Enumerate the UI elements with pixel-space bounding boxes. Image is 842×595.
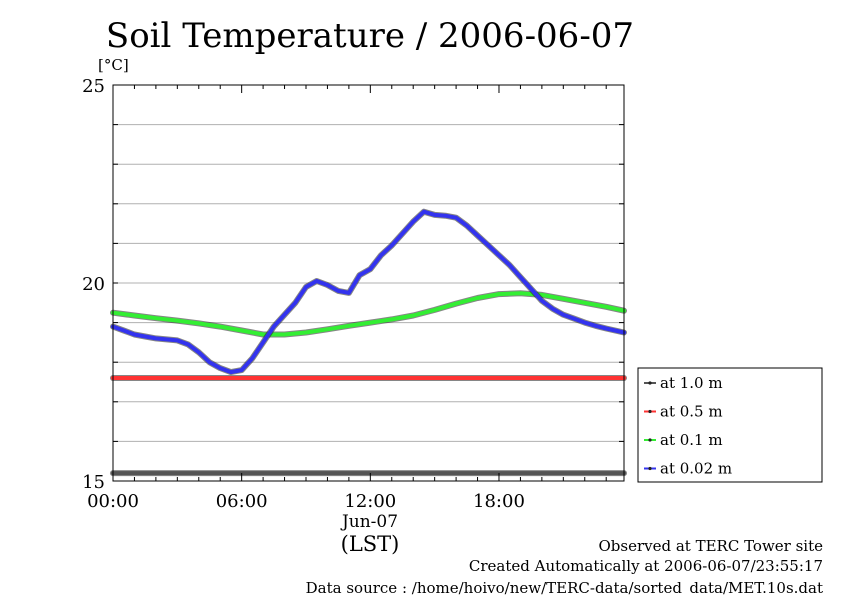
legend-box (637, 367, 823, 483)
series-lines (110, 208, 627, 477)
x-axis-label: (LST) (341, 532, 400, 556)
y-tick-label: 25 (82, 76, 105, 97)
y-axis-unit-label: [°C] (98, 56, 129, 74)
x-axis: 00:00 06:00 12:00 18:00 (87, 85, 607, 512)
grid-lines (113, 124, 624, 442)
legend-label: at 0.5 m (660, 403, 723, 421)
series-line (111, 209, 626, 375)
legend-label: at 1.0 m (660, 374, 723, 392)
created-note: Created Automatically at 2006-06-07/23:5… (469, 557, 823, 575)
data-source-note: Data source : /home/hoivo/new/TERC-data/… (306, 579, 823, 595)
y-axis: 15 20 25 (82, 76, 624, 493)
legend-marker (648, 466, 652, 471)
x-axis-date-label: Jun-07 (340, 512, 398, 532)
y-tick-label: 20 (82, 274, 105, 295)
series-line-shadow (110, 290, 627, 338)
legend-marker (648, 381, 652, 385)
legend-marker (648, 409, 652, 414)
legend-label: at 0.1 m (660, 431, 723, 449)
legend-marker (648, 438, 652, 442)
legend-label: at 0.02 m (660, 460, 732, 478)
x-tick-label: 12:00 (344, 491, 396, 512)
series-line-shadow (110, 208, 627, 376)
chart-title: Soil Temperature / 2006-06-07 (106, 16, 634, 56)
x-tick-label: 06:00 (216, 491, 268, 512)
y-tick-label: 15 (82, 472, 105, 493)
x-tick-label: 00:00 (87, 491, 139, 512)
legend: at 1.0 m at 0.5 m at 0.1 m at 0.02 m (637, 367, 823, 483)
series-line (111, 291, 626, 337)
x-tick-label: 18:00 (473, 491, 525, 512)
observed-note: Observed at TERC Tower site (598, 537, 823, 555)
